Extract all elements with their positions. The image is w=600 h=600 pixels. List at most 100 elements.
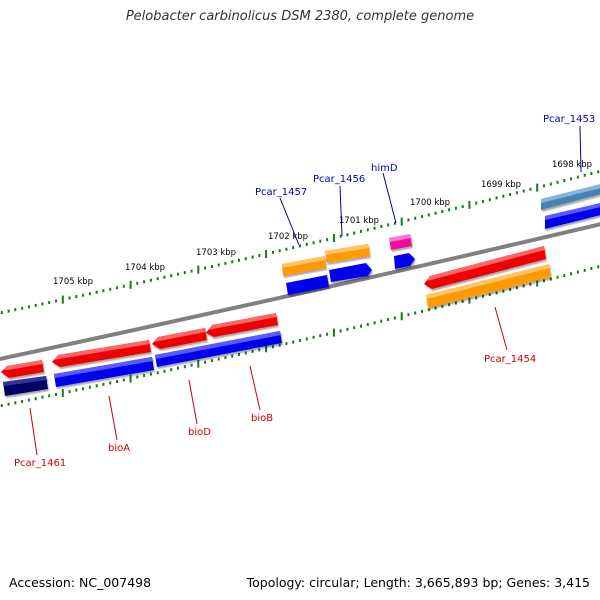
- minor-tick: [102, 382, 105, 386]
- minor-tick: [570, 177, 573, 181]
- minor-tick: [414, 216, 417, 220]
- minor-tick: [41, 302, 44, 306]
- minor-tick: [312, 241, 315, 245]
- gene-pcar-1457-inner[interactable]: [286, 275, 329, 295]
- minor-tick: [427, 213, 430, 217]
- minor-tick: [217, 357, 220, 361]
- minor-tick: [380, 319, 383, 323]
- minor-tick: [421, 215, 423, 219]
- gene-label-pcar-1456[interactable]: Pcar_1456: [313, 174, 365, 185]
- minor-tick: [563, 274, 566, 278]
- gene-pcar-1454-red[interactable]: [424, 246, 546, 289]
- minor-tick: [224, 356, 227, 360]
- minor-tick: [597, 170, 600, 174]
- minor-tick: [163, 275, 166, 279]
- minor-tick: [48, 301, 51, 304]
- minor-tick: [183, 365, 186, 369]
- minor-tick: [88, 385, 91, 389]
- minor-tick: [156, 371, 159, 375]
- minor-tick: [461, 205, 464, 208]
- minor-tick: [122, 284, 125, 288]
- footer-stats: Topology: circular; Length: 3,665,893 bp…: [246, 575, 590, 590]
- minor-tick: [224, 261, 227, 265]
- major-tick: [536, 278, 539, 287]
- minor-tick: [563, 179, 566, 183]
- gene-pcar-1461-navy[interactable]: [3, 376, 48, 396]
- outer-tick-row: [0, 170, 600, 315]
- minor-tick: [231, 354, 234, 358]
- minor-tick: [14, 308, 17, 312]
- gene-bio-operon-blue[interactable]: [155, 331, 282, 367]
- minor-tick: [305, 242, 308, 246]
- gene-label-biod[interactable]: bioD: [188, 427, 211, 438]
- minor-tick: [7, 402, 10, 406]
- gene-pcar-1456-inner[interactable]: [329, 263, 372, 282]
- minor-tick: [238, 258, 240, 262]
- gene-biod-red[interactable]: [152, 328, 207, 349]
- scale-label-1699: 1699 kbp: [481, 180, 521, 190]
- gene-pcar-1454-orange[interactable]: [426, 264, 551, 308]
- minor-tick: [482, 294, 484, 298]
- minor-tick: [488, 198, 491, 202]
- gene-himd-outer[interactable]: [389, 234, 412, 250]
- gene-bioa-red[interactable]: [52, 340, 151, 367]
- minor-tick: [278, 343, 281, 347]
- minor-tick: [210, 359, 213, 363]
- minor-tick: [522, 189, 525, 193]
- minor-tick: [82, 387, 85, 391]
- gene-pcar-1457-outer[interactable]: [282, 256, 326, 276]
- minor-tick: [393, 221, 396, 225]
- minor-tick: [495, 196, 498, 200]
- minor-tick: [217, 263, 220, 267]
- minor-tick: [27, 305, 30, 309]
- minor-tick: [95, 290, 98, 294]
- minor-tick: [583, 268, 586, 272]
- minor-tick: [556, 275, 559, 279]
- minor-tick: [190, 269, 193, 273]
- minor-tick: [34, 303, 37, 307]
- minor-tick: [143, 374, 146, 378]
- minor-tick: [448, 303, 451, 307]
- minor-tick: [149, 372, 152, 376]
- gene-pcar-1453-outer[interactable]: [541, 183, 600, 210]
- gene-label-pcar-1453[interactable]: Pcar_1453: [543, 114, 595, 125]
- gene-label-pcar-1454[interactable]: Pcar_1454: [484, 354, 536, 365]
- minor-tick: [177, 272, 179, 276]
- minor-tick: [326, 238, 329, 242]
- gene-label-biob[interactable]: bioB: [251, 413, 273, 424]
- minor-tick: [339, 329, 342, 333]
- minor-tick: [590, 172, 593, 175]
- minor-tick: [143, 280, 146, 284]
- genome-backbone: [0, 222, 600, 361]
- minor-tick: [0, 404, 3, 408]
- minor-tick: [55, 299, 57, 303]
- major-tick: [400, 312, 403, 321]
- minor-tick: [502, 194, 505, 198]
- minor-tick: [502, 289, 505, 293]
- minor-tick: [109, 287, 112, 291]
- minor-tick: [156, 277, 159, 281]
- major-tick: [61, 295, 64, 304]
- minor-tick: [292, 246, 295, 250]
- minor-tick: [7, 309, 10, 313]
- minor-tick: [549, 182, 552, 186]
- gene-label-pcar-1461[interactable]: Pcar_1461: [14, 458, 66, 469]
- minor-tick: [529, 187, 532, 191]
- gene-label-bioa[interactable]: bioA: [108, 443, 130, 454]
- gene-label-himd[interactable]: himD: [371, 163, 398, 174]
- scale-label-1700: 1700 kbp: [410, 198, 450, 208]
- minor-tick: [434, 306, 437, 310]
- minor-tick: [427, 308, 430, 312]
- gene-biob-red[interactable]: [206, 313, 278, 337]
- gene-himd-inner[interactable]: [394, 253, 415, 269]
- minor-tick: [271, 250, 274, 254]
- gene-bioa-blue[interactable]: [54, 357, 154, 387]
- minor-tick: [258, 348, 261, 352]
- gene-pcar-1453-inner[interactable]: [545, 202, 600, 229]
- minor-tick: [515, 191, 518, 195]
- major-tick: [400, 217, 403, 226]
- gene-label-pcar-1457[interactable]: Pcar_1457: [255, 187, 307, 198]
- gene-pcar-1461-red[interactable]: [1, 360, 44, 378]
- minor-tick: [244, 257, 247, 261]
- gene-pcar-1456-outer[interactable]: [325, 244, 370, 263]
